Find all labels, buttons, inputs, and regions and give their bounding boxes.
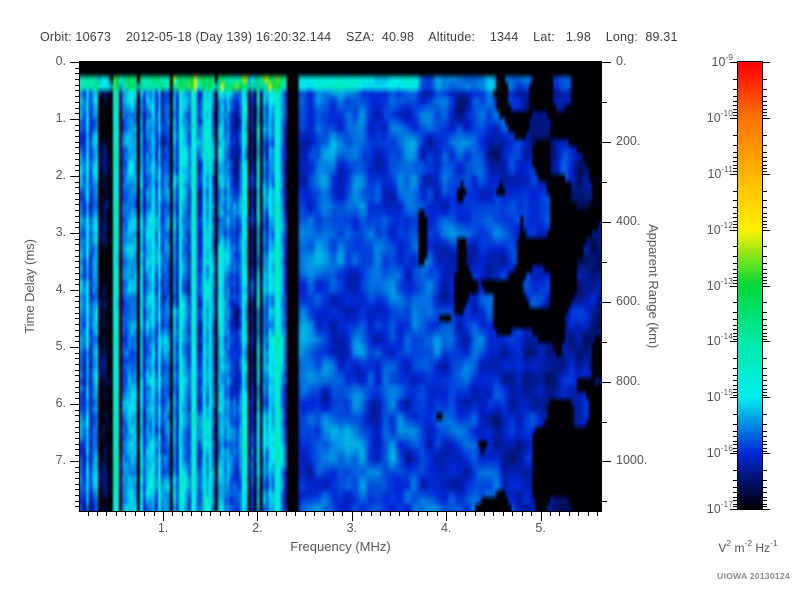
time-delay-axis-label: Time Delay (ms) [22, 239, 37, 334]
time-delay-tick-label: 7. [55, 452, 66, 467]
colorbar-tick-exponent: -10 [720, 107, 733, 118]
x-tick-label: 1. [157, 521, 169, 535]
colorbar-tick-exponent: -16 [720, 443, 733, 454]
apparent-range-tick-label: 1000. [616, 453, 648, 468]
colorbar-tick-exponent: -17 [720, 499, 733, 509]
header-info: Orbit: 10673 2012-05-18 (Day 139) 16:20:… [40, 30, 678, 44]
spectrogram-canvas [80, 62, 601, 511]
colorbar-tick-base: 10 [707, 166, 722, 181]
x-axis-title: Frequency (MHz) [290, 539, 391, 554]
time-delay-tick-label: 2. [55, 167, 66, 182]
colorbar-tick-label: 10-12 [687, 219, 733, 238]
x-tick-label: 4. [440, 521, 452, 535]
apparent-range-tick-label: 600. [616, 293, 641, 308]
header-separator [518, 30, 533, 44]
header-field-datetime: 2012-05-18 (Day 139) 16:20:32.144 [125, 30, 332, 44]
colorbar-tick-label: 10-10 [687, 107, 733, 126]
credit-text: UIOWA 20130124 [717, 571, 790, 581]
header-separator [111, 30, 126, 44]
colorbar-tick-base: 10 [706, 390, 721, 405]
colorbar-tick-exponent: -9 [725, 52, 733, 62]
colorbar-tick-exponent: -14 [720, 331, 733, 342]
colorbar-tick-exponent: -12 [720, 219, 733, 230]
colorbar-unit-label: V2 m-2 Hz-1 [688, 538, 800, 555]
colorbar-tick-exponent: -15 [720, 387, 733, 398]
header-field-long: Long: 89.31 [605, 30, 678, 44]
time-delay-tick-label: 3. [55, 224, 66, 239]
x-tick-label: 3. [346, 521, 358, 535]
colorbar-tick-label: 10-15 [687, 387, 733, 405]
colorbar-tick-exponent: -13 [720, 275, 733, 286]
colorbar-tick-label: 10-11 [687, 163, 733, 182]
unit-exponent: -2 [744, 538, 753, 548]
colorbar-tick-exponent: -11 [721, 163, 733, 174]
time-delay-tick-label: 0. [55, 54, 66, 68]
x-tick-label: 5. [535, 521, 546, 535]
colorbar-tick-base: 10 [706, 446, 721, 461]
colorbar-tick-label: 10-16 [687, 443, 733, 461]
header-separator [414, 30, 428, 44]
unit-exponent: 2 [726, 538, 732, 548]
colorbar-tick-label: 10-14 [687, 331, 733, 349]
colorbar-tick-base: 10 [706, 334, 721, 349]
header-field-lat: Lat: 1.98 [533, 30, 591, 44]
header-field-sza: SZA: 40.98 [345, 30, 415, 44]
colorbar-tick-label: 10-13 [687, 275, 733, 294]
unit-base: m [731, 541, 745, 555]
colorbar-gradient [738, 62, 762, 509]
colorbar-tick-base: 10 [711, 55, 726, 70]
apparent-range-tick-label: 400. [616, 213, 641, 228]
apparent-range-axis-label: Apparent Range (km) [646, 224, 661, 349]
unit-base: V [718, 541, 727, 555]
unit-base: Hz [752, 541, 771, 555]
apparent-range-tick-label: 800. [616, 373, 641, 388]
unit-exponent: -1 [770, 538, 778, 548]
y-axis-title-left: Time Delay (ms) [22, 62, 37, 511]
header-separator [591, 30, 606, 44]
header-field-altitude: Altitude: 1344 [428, 30, 519, 44]
colorbar-tick-label: 10-17 [687, 499, 733, 517]
colorbar-tick-base: 10 [706, 222, 721, 237]
x-tick-label: 2. [252, 521, 263, 535]
header-field-orbit: Orbit: 10673 [40, 30, 112, 44]
colorbar-tick-base: 10 [706, 502, 721, 517]
header-separator [331, 30, 346, 44]
time-delay-tick-label: 1. [55, 110, 66, 125]
apparent-range-tick-label: 0. [616, 54, 627, 68]
colorbar-tick-base: 10 [706, 278, 721, 293]
time-delay-tick-label: 4. [55, 281, 66, 296]
colorbar-tick-base: 10 [706, 111, 721, 126]
time-delay-tick-label: 5. [55, 338, 66, 353]
colorbar-tick-label: 10-9 [687, 52, 733, 70]
time-delay-tick-label: 6. [55, 395, 66, 410]
y-axis-title-right: Apparent Range (km) [646, 62, 661, 511]
apparent-range-tick-label: 200. [616, 133, 641, 148]
